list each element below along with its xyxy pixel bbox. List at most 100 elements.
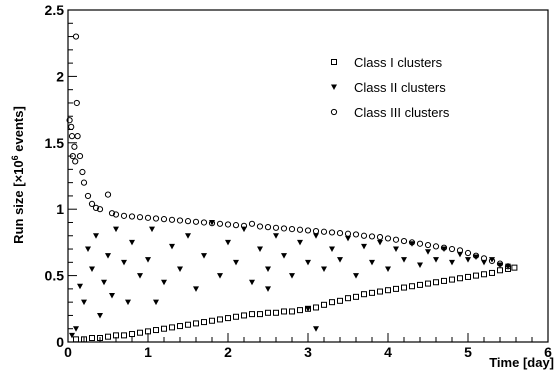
class-iii-point: [108, 210, 116, 217]
class-iii-point: [336, 230, 344, 237]
class-ii-point: [473, 254, 479, 261]
class-i-point: [385, 287, 391, 294]
class-ii-point: [289, 273, 295, 279]
class-iii-point: [256, 223, 264, 230]
class-iii-point: [216, 220, 224, 227]
class-ii-point: [449, 259, 455, 266]
class-i-point: [209, 317, 215, 324]
class-i-point: [105, 333, 111, 340]
class-i-point: [297, 307, 303, 314]
class-iii-point: [72, 33, 80, 40]
class-ii-point: [73, 326, 79, 332]
class-i-point: [409, 283, 415, 290]
class-ii-point: [369, 259, 375, 266]
y-axis-title-suffix: events]: [11, 106, 26, 155]
class-ii-point: [313, 233, 319, 239]
class-i-point: [225, 315, 231, 322]
class-iii-point: [144, 214, 152, 221]
class-i-point: [185, 321, 191, 328]
class-ii-point: [425, 249, 431, 255]
class-i-point: [449, 276, 455, 283]
class-iii-point: [376, 233, 384, 241]
class-ii-point: [313, 326, 319, 332]
class-ii-point: [321, 266, 327, 272]
class-ii-point: [441, 246, 447, 253]
class-i-point: [511, 264, 518, 271]
class-iii-point: [440, 244, 448, 251]
y-axis-title-exponent: 6: [10, 155, 20, 160]
class-iii-point: [392, 236, 400, 243]
class-iii-point: [71, 143, 78, 150]
class-i-point: [241, 312, 247, 319]
class-ii-point: [169, 243, 175, 250]
class-ii-point: [217, 273, 223, 279]
class-ii-point: [385, 266, 391, 272]
class-i-point: [441, 277, 447, 284]
class-i-point: [137, 329, 143, 336]
class-iii-point: [248, 220, 256, 227]
legend-class-iii-label: Class III clusters: [354, 105, 450, 120]
class-ii-point: [401, 257, 407, 263]
x-tick-label: 3: [304, 344, 312, 360]
class-ii-point: [145, 257, 151, 263]
class-iii-point: [66, 117, 73, 124]
class-iii-point: [496, 260, 504, 267]
x-tick-label: 6: [544, 344, 552, 360]
class-iii-point: [128, 213, 136, 220]
plot-border: [67, 9, 549, 343]
class-iii-point: [200, 219, 208, 226]
class-iii-point: [68, 133, 76, 140]
class-i-point: [169, 324, 175, 331]
class-i-point: [161, 325, 167, 332]
y-axis-title-prefix: Run size [: [11, 182, 26, 244]
class-i-point: [377, 288, 383, 295]
class-i-point: [433, 279, 439, 286]
y-tick-label: 0: [56, 334, 64, 350]
class-ii-point: [101, 279, 107, 286]
class-iii-point: [448, 245, 456, 253]
class-iii-point: [92, 204, 100, 211]
class-iii-point: [88, 200, 96, 207]
y-axis: 0 0.5 1 1.5 2 2.5: [45, 2, 77, 350]
class-iii-point: [69, 152, 76, 160]
class-ii-point: [129, 239, 135, 246]
class-i-point: [497, 267, 503, 274]
class-ii-point: [93, 233, 99, 239]
class-iii-point: [264, 224, 272, 231]
class-i-point: [337, 297, 343, 304]
class-iii-point: [74, 133, 81, 140]
class-ii-point: [273, 233, 279, 239]
class-ii-point: [417, 262, 423, 268]
class-ii-point: [161, 279, 167, 286]
class-iii-point: [488, 257, 496, 265]
class-ii-point: [153, 299, 159, 306]
class-iii-point: [480, 255, 488, 262]
class-i-point: [289, 308, 295, 315]
class-iii-point: [104, 191, 112, 198]
class-iii-point: [120, 212, 128, 219]
class-i-point: [321, 301, 327, 308]
class-iii-point: [296, 226, 304, 233]
class-i-point: [417, 281, 423, 288]
y-tick-label: 1: [56, 201, 64, 217]
class-i-point: [353, 293, 359, 300]
y-tick-label: 2: [56, 68, 64, 84]
class-ii-point: [77, 283, 83, 290]
class-ii-point: [393, 246, 399, 253]
class-iii-point: [72, 158, 79, 165]
class-iii-point: [456, 247, 464, 254]
class-ii-point: [465, 257, 471, 263]
y-tick-label: 1.5: [45, 135, 65, 151]
class-i-point: [81, 336, 87, 343]
class-ii-point: [97, 312, 103, 319]
class-i-point: [465, 273, 471, 280]
class-iii-point: [176, 217, 184, 224]
class-ii-point: [225, 239, 231, 246]
class-iii-point: [408, 239, 416, 246]
class-ii-point: [201, 253, 207, 259]
class-i-point: [153, 327, 159, 334]
class-ii-point: [305, 259, 311, 266]
class-iii-point: [80, 179, 88, 186]
class-i-point: [393, 285, 399, 292]
